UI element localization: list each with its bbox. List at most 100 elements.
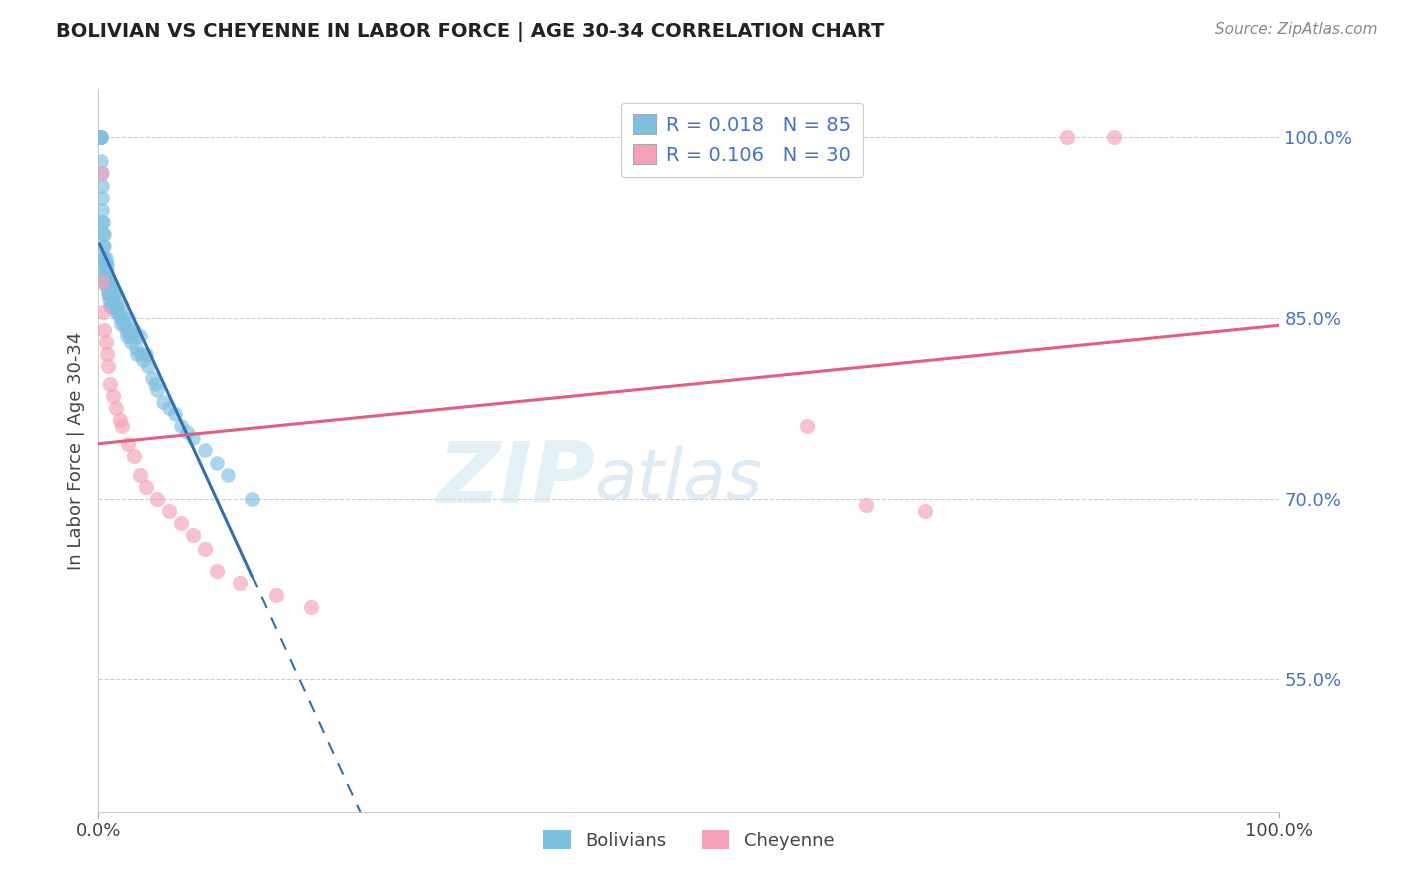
Point: [93, 251, 115, 265]
Point: [117, 311, 139, 326]
Point: [98, 377, 121, 392]
Point: [103, 299, 125, 313]
Point: [129, 347, 152, 361]
Point: [91, 251, 114, 265]
Point: [111, 299, 134, 313]
Point: [110, 317, 132, 331]
Point: [181, 432, 204, 446]
Point: [112, 311, 135, 326]
Point: [122, 323, 145, 337]
Point: [91, 227, 114, 241]
Point: [93, 257, 115, 271]
Point: [91, 191, 114, 205]
Point: [176, 425, 198, 440]
Point: [128, 467, 150, 482]
Point: [136, 359, 159, 373]
Point: [240, 491, 263, 506]
Point: [194, 542, 217, 557]
Point: [98, 287, 121, 301]
Point: [165, 407, 187, 422]
Point: [101, 281, 124, 295]
Point: [90, 130, 112, 145]
Point: [90, 130, 112, 145]
Point: [181, 528, 204, 542]
Point: [264, 588, 287, 602]
Point: [91, 178, 114, 193]
Point: [93, 238, 115, 253]
Point: [170, 419, 193, 434]
Point: [105, 401, 128, 416]
Point: [96, 257, 118, 271]
Point: [132, 353, 155, 368]
Text: atlas: atlas: [595, 446, 762, 513]
Point: [91, 166, 114, 180]
Point: [91, 275, 114, 289]
Point: [125, 341, 148, 355]
Point: [157, 504, 180, 518]
Point: [93, 227, 115, 241]
Point: [100, 299, 122, 313]
Point: [157, 401, 180, 416]
Point: [91, 202, 114, 217]
Point: [94, 251, 117, 265]
Point: [98, 293, 121, 307]
Y-axis label: In Labor Force | Age 30-34: In Labor Force | Age 30-34: [66, 331, 84, 570]
Point: [91, 238, 114, 253]
Point: [97, 359, 120, 373]
Point: [117, 437, 139, 451]
Point: [93, 323, 115, 337]
Point: [90, 154, 112, 169]
Point: [101, 293, 124, 307]
Point: [796, 419, 818, 434]
Text: BOLIVIAN VS CHEYENNE IN LABOR FORCE | AGE 30-34 CORRELATION CHART: BOLIVIAN VS CHEYENNE IN LABOR FORCE | AG…: [56, 22, 884, 42]
Text: Source: ZipAtlas.com: Source: ZipAtlas.com: [1215, 22, 1378, 37]
Point: [90, 166, 112, 180]
Point: [97, 275, 120, 289]
Point: [97, 287, 120, 301]
Point: [98, 281, 121, 295]
Point: [152, 395, 174, 409]
Point: [1102, 130, 1125, 145]
Point: [1056, 130, 1078, 145]
Point: [94, 268, 117, 283]
Point: [100, 287, 122, 301]
Point: [108, 413, 131, 427]
Text: ZIP: ZIP: [437, 438, 595, 521]
Point: [91, 214, 114, 228]
Point: [98, 281, 121, 295]
Point: [98, 299, 121, 313]
Point: [105, 299, 128, 313]
Point: [121, 335, 143, 350]
Point: [146, 384, 169, 398]
Point: [89, 130, 111, 145]
Point: [118, 323, 141, 337]
Point: [89, 130, 111, 145]
Point: [124, 329, 146, 343]
Point: [146, 491, 169, 506]
Point: [135, 347, 157, 361]
Point: [104, 299, 127, 313]
Point: [127, 347, 149, 361]
Point: [122, 450, 145, 464]
Point: [93, 275, 115, 289]
Point: [108, 311, 131, 326]
Point: [143, 377, 166, 392]
Point: [135, 480, 157, 494]
Point: [101, 389, 124, 403]
Point: [97, 281, 120, 295]
Point: [229, 576, 252, 591]
Point: [855, 498, 877, 512]
Point: [914, 504, 936, 518]
Point: [96, 281, 118, 295]
Legend: Bolivians, Cheyenne: Bolivians, Cheyenne: [536, 823, 842, 857]
Point: [96, 275, 118, 289]
Point: [90, 130, 112, 145]
Point: [98, 275, 121, 289]
Point: [96, 263, 118, 277]
Point: [194, 443, 217, 458]
Point: [91, 214, 114, 228]
Point: [115, 329, 138, 343]
Point: [170, 516, 193, 530]
Point: [107, 305, 129, 319]
Point: [96, 347, 118, 361]
